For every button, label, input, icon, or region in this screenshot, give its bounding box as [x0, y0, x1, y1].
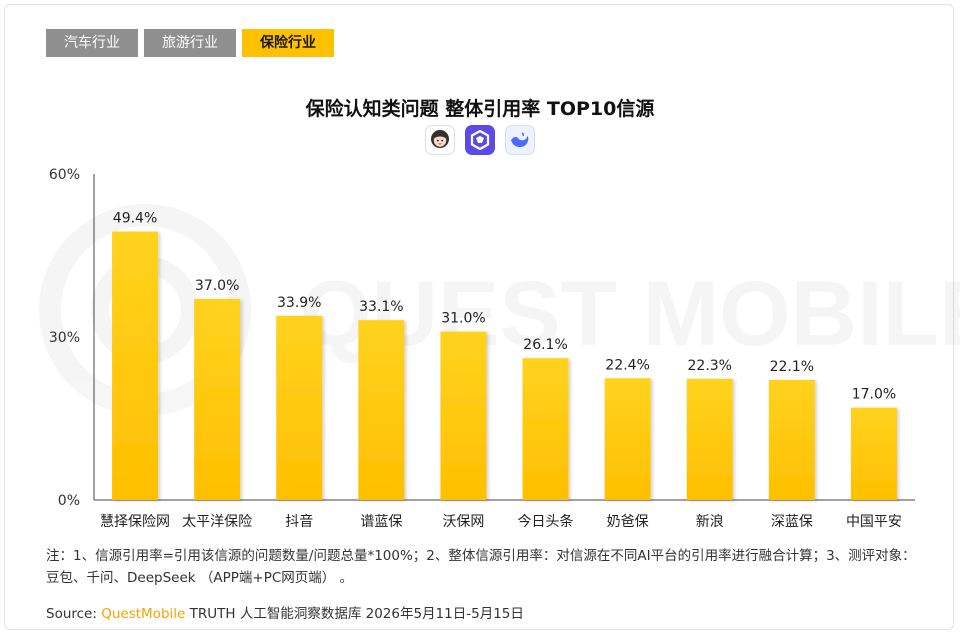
ai-platform-icons — [0, 125, 960, 155]
bar — [194, 298, 241, 500]
y-tick-label: 60% — [49, 167, 80, 183]
tab-insurance[interactable]: 保险行业 — [242, 29, 334, 57]
bar-value-label: 22.3% — [688, 358, 732, 374]
bar-value-label: 33.1% — [359, 299, 403, 315]
y-tick-label: 30% — [49, 330, 80, 346]
bar — [440, 331, 487, 500]
bar — [276, 315, 323, 500]
x-tick-label: 中国平安 — [846, 514, 902, 530]
source-line: Source: QuestMobile TRUTH 人工智能洞察数据库 2026… — [46, 602, 524, 622]
x-tick-label: 新浪 — [696, 514, 724, 530]
chart-title: 保险认知类问题 整体引用率 TOP10信源 — [305, 98, 655, 120]
tab-travel[interactable]: 旅游行业 — [144, 29, 236, 57]
watermark-text: QUEST MOBILE — [300, 263, 960, 365]
watermark: QUEST MOBILE — [39, 204, 960, 416]
source-text: TRUTH 人工智能洞察数据库 2026年5月11日-5月15日 — [189, 606, 524, 622]
x-tick-label: 谱蓝保 — [360, 514, 402, 530]
bar-chart: QUEST MOBILE 0% 30% 60% 49.4% 慧择保险网 37.0% 太平洋… — [39, 167, 960, 530]
footnote: 注：1、信源引用率=引用该信源的问题数量/问题总量*100%；2、整体信源引用率… — [46, 548, 916, 586]
x-tick-label: 深蓝保 — [771, 514, 813, 530]
bar — [768, 379, 815, 500]
bar-value-label: 33.9% — [277, 295, 321, 311]
x-tick-label: 奶爸保 — [607, 514, 649, 530]
y-tick-label: 0% — [58, 493, 80, 509]
industry-tabs: 汽车行业 旅游行业 保险行业 — [46, 29, 334, 57]
bar-value-label: 31.0% — [441, 311, 485, 327]
bar — [604, 378, 651, 500]
x-tick-label: 抖音 — [285, 513, 313, 530]
card-frame — [4, 4, 954, 630]
bar-value-label: 37.0% — [195, 278, 239, 294]
bar — [522, 358, 569, 500]
bar-value-label: 17.0% — [852, 387, 896, 403]
bar-value-label: 26.1% — [523, 337, 567, 353]
source-brand: QuestMobile — [101, 606, 186, 622]
bar — [112, 231, 159, 501]
deepseek-icon — [505, 125, 535, 155]
doubao-avatar-icon — [425, 125, 455, 155]
bar — [850, 407, 897, 500]
x-tick-label: 沃保网 — [442, 514, 484, 530]
bar-value-label: 49.4% — [113, 211, 157, 227]
bar — [358, 320, 405, 500]
bar-value-label: 22.4% — [605, 357, 649, 373]
source-prefix: Source: — [46, 606, 97, 622]
x-tick-label: 太平洋保险 — [182, 514, 252, 530]
tab-auto[interactable]: 汽车行业 — [46, 29, 138, 57]
x-tick-label: 慧择保险网 — [100, 514, 170, 530]
bar-value-label: 22.1% — [770, 359, 814, 375]
qwen-icon — [465, 125, 495, 155]
bar — [686, 378, 733, 500]
x-tick-label: 今日头条 — [518, 513, 574, 530]
